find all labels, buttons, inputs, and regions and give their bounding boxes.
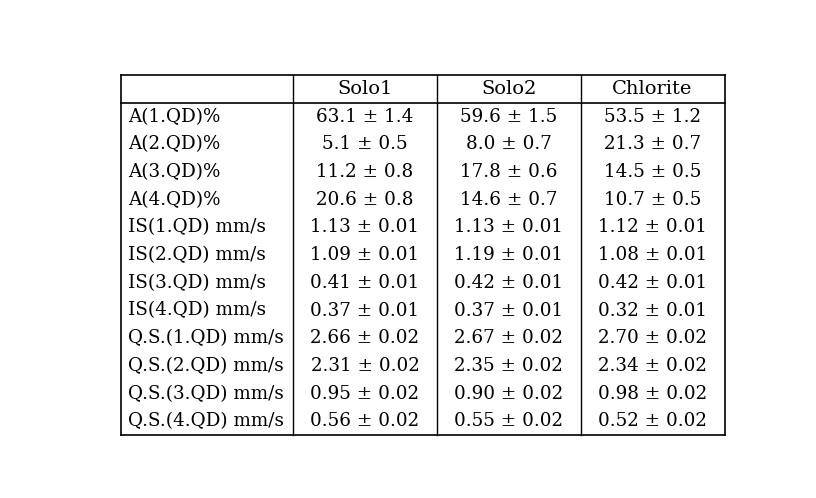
Text: 1.13 ± 0.01: 1.13 ± 0.01 bbox=[310, 219, 419, 237]
Text: A(2.QD)%: A(2.QD)% bbox=[128, 135, 220, 153]
Text: 14.6 ± 0.7: 14.6 ± 0.7 bbox=[460, 191, 557, 209]
Text: A(3.QD)%: A(3.QD)% bbox=[128, 163, 220, 181]
Text: 0.56 ± 0.02: 0.56 ± 0.02 bbox=[310, 412, 419, 430]
Text: IS(2.QD) mm/s: IS(2.QD) mm/s bbox=[128, 246, 266, 264]
Text: 10.7 ± 0.5: 10.7 ± 0.5 bbox=[604, 191, 701, 209]
Text: 14.5 ± 0.5: 14.5 ± 0.5 bbox=[604, 163, 701, 181]
Text: 53.5 ± 1.2: 53.5 ± 1.2 bbox=[604, 108, 701, 125]
Text: 0.52 ± 0.02: 0.52 ± 0.02 bbox=[598, 412, 707, 430]
Text: 0.55 ± 0.02: 0.55 ± 0.02 bbox=[455, 412, 563, 430]
Text: 20.6 ± 0.8: 20.6 ± 0.8 bbox=[317, 191, 414, 209]
Text: 1.19 ± 0.01: 1.19 ± 0.01 bbox=[455, 246, 563, 264]
Text: Chlorite: Chlorite bbox=[612, 80, 693, 98]
Text: Q.S.(4.QD) mm/s: Q.S.(4.QD) mm/s bbox=[128, 412, 284, 430]
Text: 2.66 ± 0.02: 2.66 ± 0.02 bbox=[310, 329, 419, 347]
Text: 0.37 ± 0.01: 0.37 ± 0.01 bbox=[455, 302, 563, 320]
Text: 17.8 ± 0.6: 17.8 ± 0.6 bbox=[460, 163, 557, 181]
Text: 1.13 ± 0.01: 1.13 ± 0.01 bbox=[455, 219, 563, 237]
Text: Q.S.(1.QD) mm/s: Q.S.(1.QD) mm/s bbox=[128, 329, 284, 347]
Text: 2.35 ± 0.02: 2.35 ± 0.02 bbox=[455, 357, 563, 375]
Text: Solo1: Solo1 bbox=[337, 80, 392, 98]
Text: 59.6 ± 1.5: 59.6 ± 1.5 bbox=[460, 108, 557, 125]
Text: 0.42 ± 0.01: 0.42 ± 0.01 bbox=[598, 274, 707, 292]
Text: IS(1.QD) mm/s: IS(1.QD) mm/s bbox=[128, 219, 266, 237]
Text: 2.70 ± 0.02: 2.70 ± 0.02 bbox=[598, 329, 707, 347]
Text: 2.31 ± 0.02: 2.31 ± 0.02 bbox=[311, 357, 419, 375]
Text: Q.S.(2.QD) mm/s: Q.S.(2.QD) mm/s bbox=[128, 357, 284, 375]
Text: 11.2 ± 0.8: 11.2 ± 0.8 bbox=[317, 163, 414, 181]
Text: IS(4.QD) mm/s: IS(4.QD) mm/s bbox=[128, 302, 266, 320]
Text: 1.09 ± 0.01: 1.09 ± 0.01 bbox=[310, 246, 419, 264]
Text: 63.1 ± 1.4: 63.1 ± 1.4 bbox=[317, 108, 414, 125]
Text: 1.08 ± 0.01: 1.08 ± 0.01 bbox=[598, 246, 707, 264]
Text: Q.S.(3.QD) mm/s: Q.S.(3.QD) mm/s bbox=[128, 384, 284, 403]
Text: IS(3.QD) mm/s: IS(3.QD) mm/s bbox=[128, 274, 266, 292]
Text: Solo2: Solo2 bbox=[481, 80, 536, 98]
Text: 0.37 ± 0.01: 0.37 ± 0.01 bbox=[310, 302, 419, 320]
Text: 0.95 ± 0.02: 0.95 ± 0.02 bbox=[310, 384, 419, 403]
Text: 5.1 ± 0.5: 5.1 ± 0.5 bbox=[322, 135, 408, 153]
Text: 2.67 ± 0.02: 2.67 ± 0.02 bbox=[455, 329, 563, 347]
Text: 1.12 ± 0.01: 1.12 ± 0.01 bbox=[598, 219, 707, 237]
Text: 8.0 ± 0.7: 8.0 ± 0.7 bbox=[466, 135, 552, 153]
Text: 0.32 ± 0.01: 0.32 ± 0.01 bbox=[598, 302, 707, 320]
Text: A(1.QD)%: A(1.QD)% bbox=[128, 108, 220, 125]
Text: 0.41 ± 0.01: 0.41 ± 0.01 bbox=[310, 274, 419, 292]
Text: 0.98 ± 0.02: 0.98 ± 0.02 bbox=[598, 384, 707, 403]
Text: A(4.QD)%: A(4.QD)% bbox=[128, 191, 220, 209]
Text: 0.42 ± 0.01: 0.42 ± 0.01 bbox=[455, 274, 563, 292]
Text: 21.3 ± 0.7: 21.3 ± 0.7 bbox=[604, 135, 701, 153]
Text: 2.34 ± 0.02: 2.34 ± 0.02 bbox=[598, 357, 707, 375]
Text: 0.90 ± 0.02: 0.90 ± 0.02 bbox=[455, 384, 563, 403]
